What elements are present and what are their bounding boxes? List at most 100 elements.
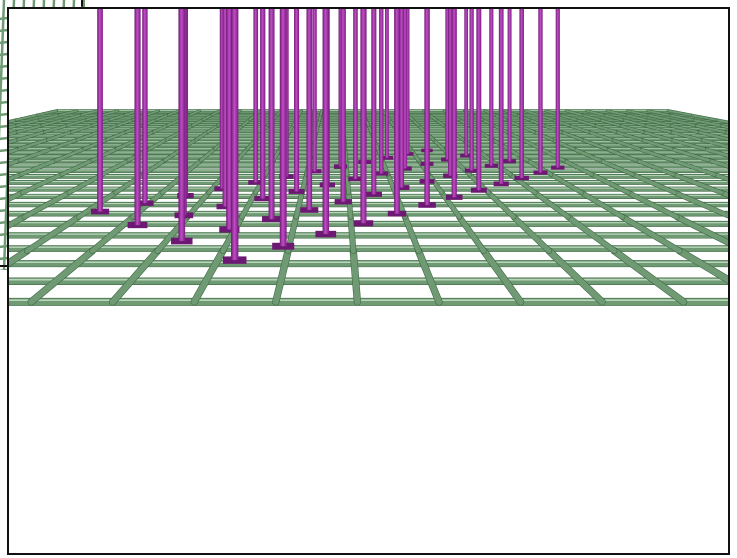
- mesh-bar: [28, 247, 96, 305]
- mesh-bar: [167, 109, 180, 116]
- mesh-bar: [480, 247, 524, 305]
- mesh-bar: [637, 147, 674, 162]
- mesh-bar: [641, 130, 672, 141]
- mesh-bar: [76, 130, 101, 141]
- mesh-bar: [532, 130, 554, 141]
- mesh-bar: [89, 214, 136, 254]
- mesh-bar: [22, 190, 72, 220]
- vertical-stud: [279, 7, 287, 247]
- mesh-bar: [346, 190, 353, 220]
- mesh-bar: [41, 118, 65, 127]
- mesh-bar: [166, 118, 181, 127]
- mesh-bar: [549, 172, 584, 195]
- mesh-bar: [639, 138, 673, 151]
- mesh-bar: [60, 158, 94, 177]
- mesh-bar: [668, 124, 699, 134]
- mesh-bar: [579, 190, 625, 220]
- mesh-bar: [546, 247, 606, 305]
- vertical-stud: [306, 7, 313, 211]
- mesh-bar: [206, 124, 219, 134]
- mesh-bar: [602, 114, 624, 121]
- stud-base-plate: [214, 186, 231, 192]
- mesh-bar: [560, 130, 583, 141]
- mesh-bar: [80, 109, 99, 116]
- mesh-bar: [610, 138, 641, 151]
- mesh-bar: [714, 118, 730, 124]
- stud-base-plate: [254, 195, 272, 202]
- vertical-stud: [469, 7, 474, 171]
- vertical-stud: [312, 7, 317, 172]
- mesh-bar: [7, 124, 19, 130]
- mesh-bar: [165, 130, 182, 141]
- mesh-bar: [7, 147, 21, 155]
- mesh-bar: [62, 114, 83, 121]
- mesh-bar: [7, 214, 27, 230]
- mesh-bar: [668, 130, 702, 141]
- mesh-bar: [580, 138, 608, 151]
- mesh-bar: [439, 190, 462, 220]
- mesh-bar: [191, 118, 205, 127]
- mesh-bar: [348, 214, 356, 254]
- vertical-stud: [489, 7, 494, 166]
- mesh-bar: [667, 109, 692, 116]
- mesh-bar: [211, 109, 221, 116]
- mesh-bar: [712, 172, 730, 182]
- mesh-bar: [672, 190, 730, 219]
- mesh-bar: [565, 109, 583, 116]
- mesh-bar: [669, 138, 706, 151]
- mesh-bar: [7, 247, 31, 268]
- mesh-bar: [699, 138, 730, 149]
- vertical-stud: [394, 7, 400, 214]
- mesh-bar: [402, 214, 422, 254]
- vertical-stud: [294, 7, 300, 192]
- vertical-stud: [538, 7, 543, 173]
- stud-base-plate: [443, 173, 458, 178]
- mesh-bar: [194, 130, 210, 141]
- mesh-bar: [644, 118, 671, 127]
- mesh-bar: [116, 118, 135, 127]
- vertical-studs: [90, 7, 565, 264]
- vertical-stud: [322, 7, 330, 235]
- mesh-bar: [191, 247, 226, 305]
- rebar-mesh: [7, 109, 730, 306]
- mesh-bar: [294, 190, 305, 220]
- mesh-bar: [17, 138, 50, 151]
- vertical-stud: [519, 7, 524, 178]
- mesh-bar: [43, 124, 69, 134]
- mesh-bar: [689, 114, 717, 121]
- mesh-bar: [550, 138, 575, 151]
- mesh-bar: [20, 172, 64, 195]
- mesh-bar: [90, 147, 119, 162]
- mesh-bar: [66, 118, 88, 127]
- stud-base-plate: [380, 155, 394, 160]
- vertical-stud: [360, 7, 367, 224]
- vertical-stud: [371, 7, 377, 195]
- mesh-bar: [115, 138, 139, 151]
- mesh-bar: [598, 158, 635, 177]
- mesh-bar: [618, 124, 644, 134]
- mesh-bar: [7, 190, 25, 203]
- mesh-bar: [626, 190, 679, 220]
- main-3d-view: [7, 7, 730, 555]
- mesh-bar: [272, 147, 282, 162]
- vertical-stud: [448, 7, 453, 176]
- mesh-bar: [76, 190, 118, 220]
- mesh-bar: [580, 114, 601, 121]
- mesh-bar: [7, 172, 23, 183]
- mesh-bar: [572, 147, 602, 162]
- mesh-bar: [7, 138, 20, 145]
- mesh-bar: [671, 172, 724, 195]
- mesh-bar: [634, 158, 676, 177]
- mesh-bar: [626, 109, 648, 116]
- vertical-stud: [405, 7, 410, 154]
- mesh-bar: [524, 109, 540, 116]
- mesh-bar: [611, 247, 687, 305]
- vertical-stud: [340, 7, 346, 202]
- mesh-bar: [668, 118, 696, 127]
- mesh-bar: [15, 118, 41, 127]
- mesh-bar: [614, 130, 643, 141]
- mesh-bar: [15, 114, 39, 121]
- vertical-stud: [142, 7, 148, 204]
- mesh-bar: [674, 214, 730, 247]
- vertical-stud: [226, 7, 233, 230]
